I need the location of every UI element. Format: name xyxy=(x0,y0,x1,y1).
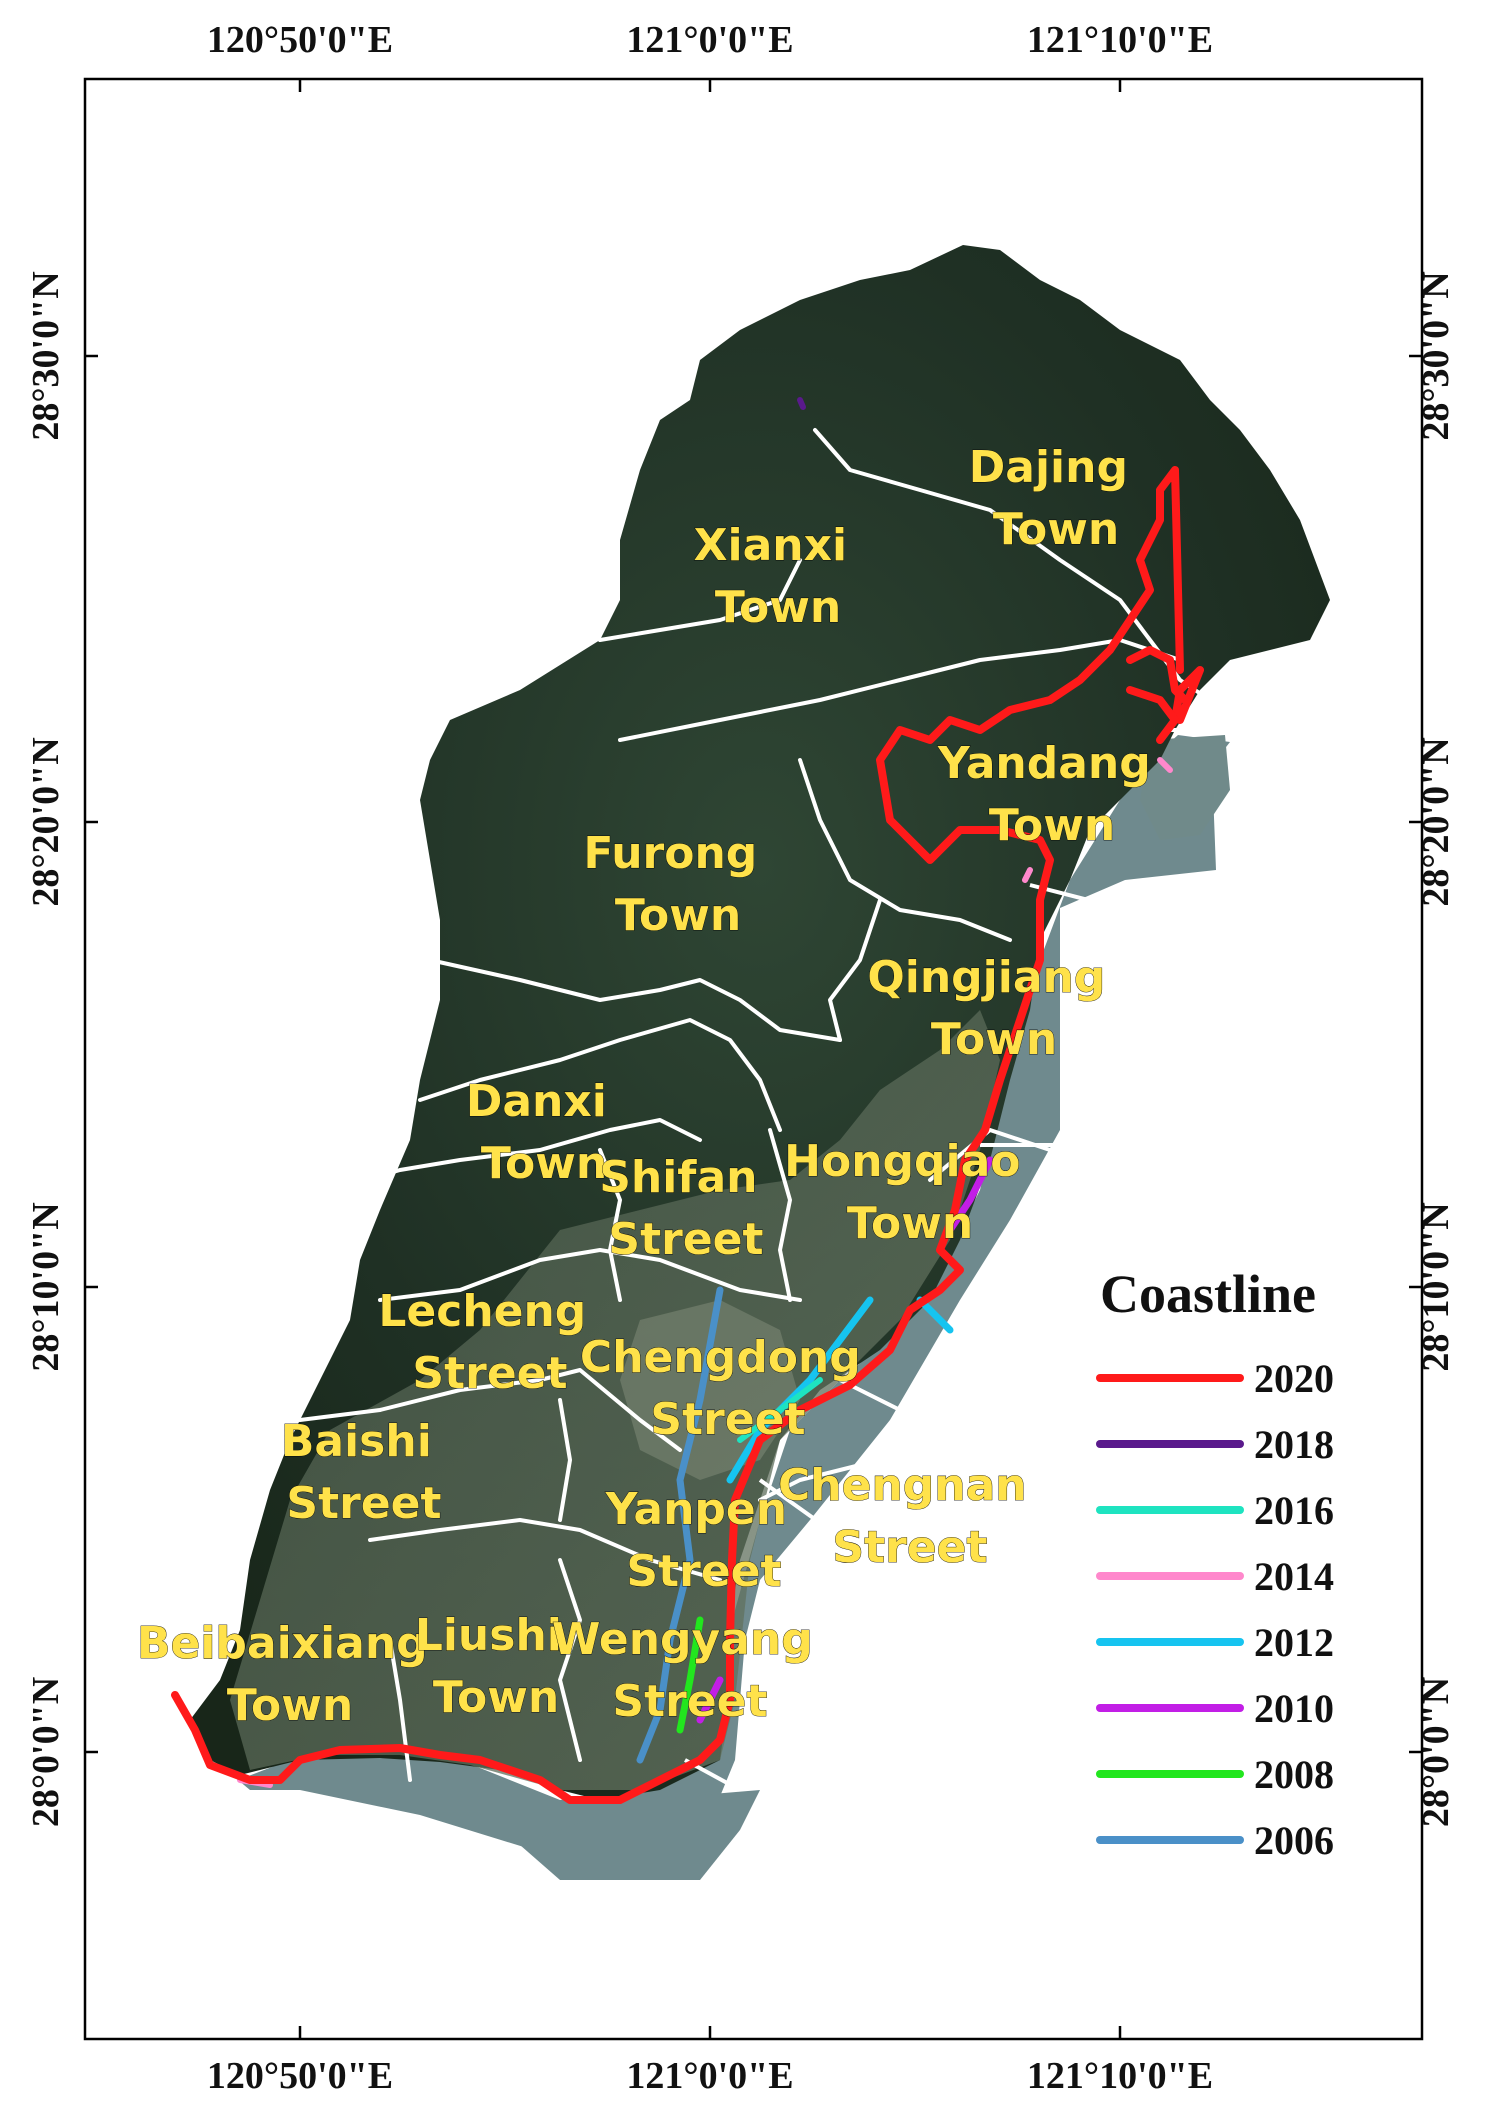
place-chengnan-line2: Street xyxy=(832,1522,987,1573)
place-yanpen-line1: Yanpen xyxy=(605,1484,788,1535)
lat-label-right-4: 28°0'0"N xyxy=(1415,1677,1457,1827)
legend: Coastline 202020182016201420122010200820… xyxy=(1096,1264,1334,1863)
place-beibaixiang: Beibaixiang Town xyxy=(137,1618,443,1731)
place-liushi-line1: Liushi xyxy=(415,1610,562,1661)
place-danxi-line2: Town xyxy=(481,1138,607,1189)
legend-label-2016: 2016 xyxy=(1254,1488,1334,1533)
legend-label-2020: 2020 xyxy=(1254,1356,1334,1401)
place-wengyang-line2: Street xyxy=(612,1676,767,1727)
place-lecheng-line2: Street xyxy=(412,1348,567,1399)
place-wengyang: Wengyang Street xyxy=(552,1614,828,1727)
place-beibaixiang-line1: Beibaixiang xyxy=(137,1618,428,1669)
place-shifan-line2: Street xyxy=(608,1214,763,1265)
place-liushi: Liushi Town xyxy=(415,1610,577,1723)
lat-label-right-3: 28°10'0"N xyxy=(1415,1202,1457,1371)
lon-label-bottom-1: 120°50'0"E xyxy=(207,2055,393,2097)
coastline-2018 xyxy=(797,397,806,410)
place-chengnan: Chengnan Street xyxy=(778,1460,1042,1573)
lon-label-top-3: 121°10'0"E xyxy=(1027,19,1213,61)
place-yandang-line1: Yandang xyxy=(937,738,1151,789)
lon-label-bottom-3: 121°10'0"E xyxy=(1027,2055,1213,2097)
tick-marks xyxy=(85,79,1422,2039)
coastline-2016 xyxy=(737,1377,823,1443)
place-baishi: Baishi Street xyxy=(281,1416,447,1529)
legend-label-2018: 2018 xyxy=(1254,1422,1334,1467)
place-chengdong-line2: Street xyxy=(650,1394,805,1445)
coastline-2008 xyxy=(676,1616,704,1734)
legend-title: Coastline xyxy=(1100,1264,1316,1324)
place-qingjiang-line1: Qingjiang xyxy=(867,952,1105,1003)
place-furong: Furong Town xyxy=(583,828,772,941)
legend-label-2008: 2008 xyxy=(1254,1752,1334,1797)
legend-label-2012: 2012 xyxy=(1254,1620,1334,1665)
place-qingjiang: Qingjiang Town xyxy=(867,952,1120,1065)
lat-label-left-2: 28°20'0"N xyxy=(25,737,67,906)
place-xianxi-line2: Town xyxy=(715,582,841,633)
place-yanpen: Yanpen Street xyxy=(605,1484,803,1597)
place-chengdong: Chengdong Street xyxy=(580,1332,876,1445)
place-dajing: Dajing Town xyxy=(969,442,1144,555)
place-qingjiang-line2: Town xyxy=(931,1014,1057,1065)
place-beibaixiang-line2: Town xyxy=(227,1680,353,1731)
legend-label-2010: 2010 xyxy=(1254,1686,1334,1731)
place-hongqiao-line1: Hongqiao xyxy=(784,1136,1020,1187)
lon-label-bottom-2: 121°0'0"E xyxy=(626,2055,793,2097)
lon-label-top-2: 121°0'0"E xyxy=(626,19,793,61)
place-shifan-line1: Shifan xyxy=(599,1152,757,1203)
place-xianxi: Xianxi Town xyxy=(694,520,863,633)
lon-label-top-1: 120°50'0"E xyxy=(207,19,393,61)
place-lecheng-line1: Lecheng xyxy=(378,1286,586,1337)
place-hongqiao-line2: Town xyxy=(847,1198,973,1249)
coastline-2020-north xyxy=(1126,646,1189,724)
place-yandang-line2: Town xyxy=(989,800,1115,851)
place-danxi: Danxi Town xyxy=(466,1076,622,1189)
place-dajing-line2: Town xyxy=(993,504,1119,555)
place-chengdong-line1: Chengdong xyxy=(580,1332,861,1383)
coastline-2006 xyxy=(636,1286,724,1764)
legend-label-2006: 2006 xyxy=(1254,1818,1334,1863)
lat-label-left-3: 28°10'0"N xyxy=(25,1202,67,1371)
place-baishi-line1: Baishi xyxy=(281,1416,432,1467)
lat-label-left-1: 28°30'0"N xyxy=(25,271,67,440)
place-baishi-line2: Street xyxy=(286,1478,441,1529)
coastline-2012 xyxy=(726,1296,954,1484)
legend-items: 2020 2018 2016 2014 2012 2010 2008 2006 xyxy=(1096,1356,1334,1863)
place-furong-line1: Furong xyxy=(583,828,757,879)
coastlines xyxy=(171,397,1204,1804)
coastline-2010 xyxy=(696,1156,994,1724)
lat-label-right-2: 28°20'0"N xyxy=(1415,737,1457,906)
place-lecheng: Lecheng Street xyxy=(378,1286,601,1399)
place-furong-line2: Town xyxy=(615,890,741,941)
place-danxi-line1: Danxi xyxy=(466,1076,607,1127)
sea-lower xyxy=(520,1790,760,1880)
place-labels: Dajing Town Xianxi Town Yandang Town Fur… xyxy=(137,442,1166,1732)
place-hongqiao: Hongqiao Town xyxy=(784,1136,1036,1249)
place-wengyang-line1: Wengyang xyxy=(552,1614,813,1665)
place-dajing-line1: Dajing xyxy=(969,442,1128,493)
place-chengnan-line1: Chengnan xyxy=(778,1460,1027,1511)
place-yanpen-line2: Street xyxy=(626,1546,781,1597)
place-xianxi-line1: Xianxi xyxy=(694,520,847,571)
legend-label-2014: 2014 xyxy=(1254,1554,1334,1599)
lat-label-left-4: 28°0'0"N xyxy=(25,1677,67,1827)
lat-label-right-1: 28°30'0"N xyxy=(1415,271,1457,440)
place-yandang: Yandang Town xyxy=(937,738,1166,851)
place-liushi-line2: Town xyxy=(433,1672,559,1723)
place-shifan: Shifan Street xyxy=(599,1152,773,1265)
